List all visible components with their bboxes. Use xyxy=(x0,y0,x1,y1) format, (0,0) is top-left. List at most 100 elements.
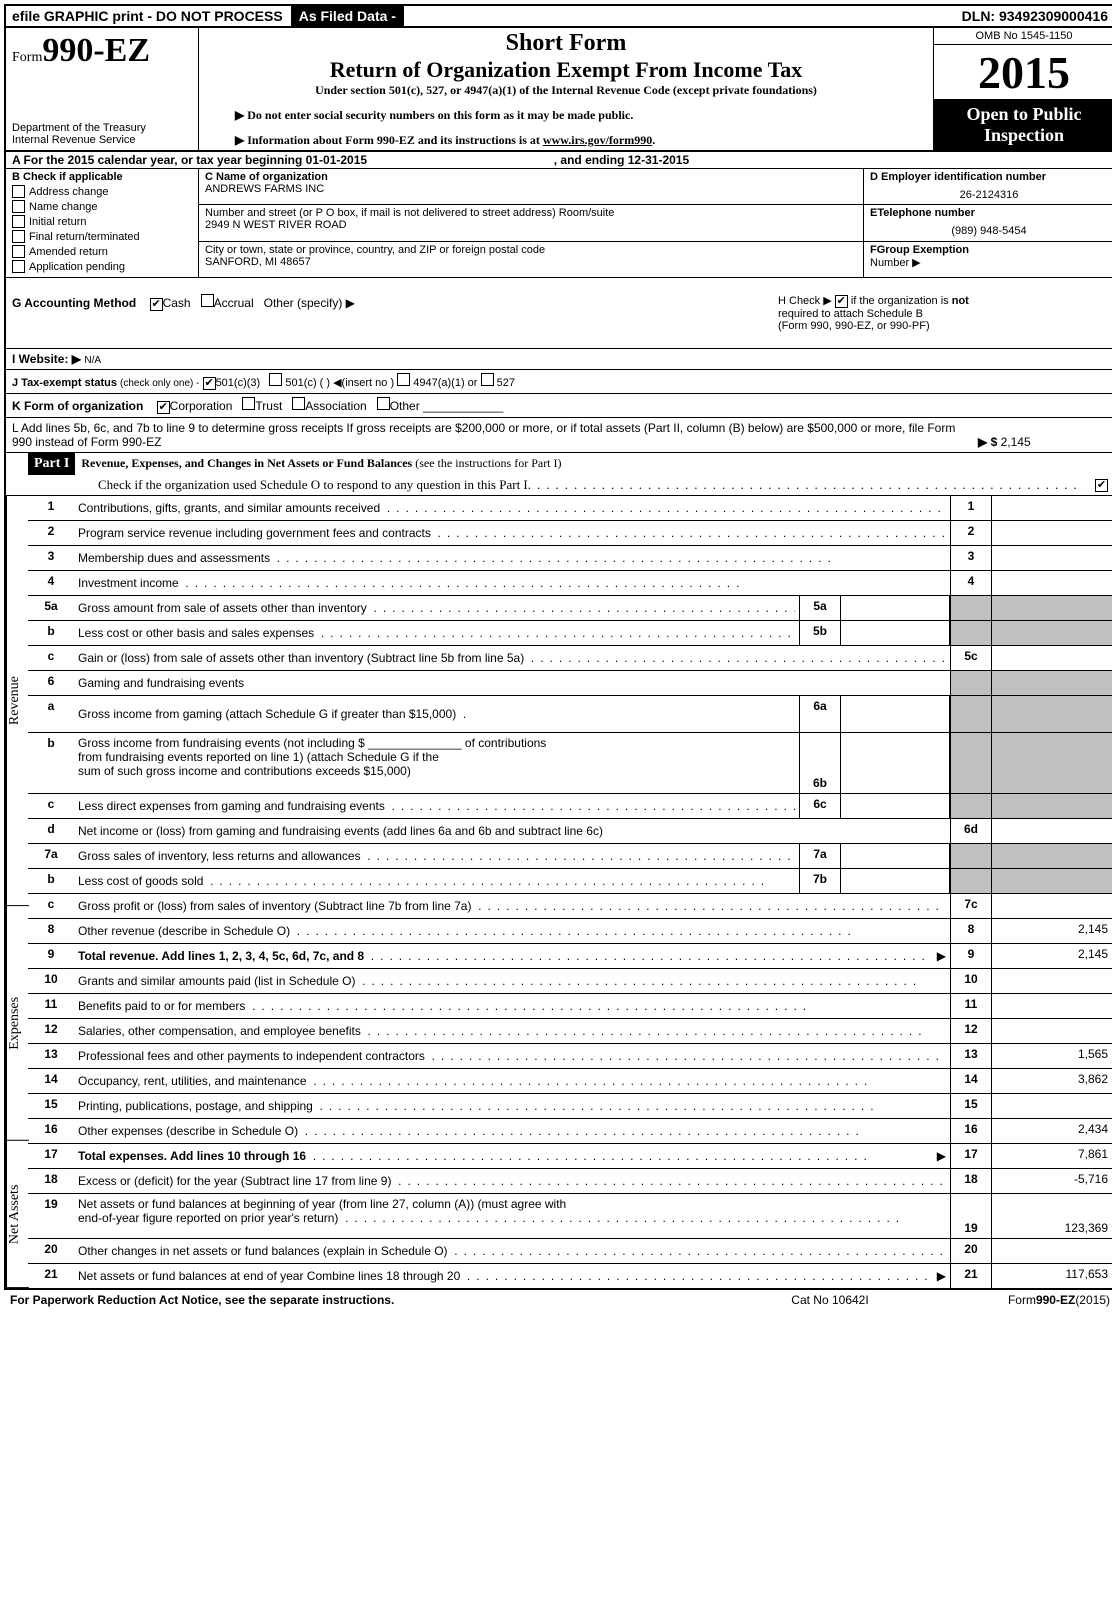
g-accrual: Accrual xyxy=(214,296,254,310)
check-trust[interactable] xyxy=(242,397,255,410)
value-16: 2,434 xyxy=(992,1119,1112,1143)
line-4: 4Investment income 4 xyxy=(28,571,1112,596)
return-title: Return of Organization Exempt From Incom… xyxy=(205,57,927,83)
check-h[interactable] xyxy=(835,295,848,308)
g-other: Other (specify) ▶ xyxy=(264,296,355,310)
note-info: ▶ Information about Form 990-EZ and its … xyxy=(205,133,927,148)
open-to-public: Open to Public Inspection xyxy=(934,100,1112,150)
e-label: ETelephone number xyxy=(870,207,1108,219)
top-bar: efile GRAPHIC print - DO NOT PROCESS As … xyxy=(6,6,1112,28)
street-cell: Number and street (or P O box, if mail i… xyxy=(199,205,863,241)
efile-text: efile GRAPHIC print - DO NOT PROCESS xyxy=(6,6,289,26)
h-text3: required to attach Schedule B xyxy=(778,308,923,320)
line-17: 17Total expenses. Add lines 10 through 1… xyxy=(28,1144,1112,1169)
line-6: 6Gaming and fundraising events xyxy=(28,671,1112,696)
line-6d: dNet income or (loss) from gaming and fu… xyxy=(28,819,1112,844)
as-filed-box: As Filed Data - xyxy=(291,6,404,26)
g-cash: Cash xyxy=(163,296,191,310)
h-not: not xyxy=(952,295,969,307)
line-2: 2Program service revenue including gover… xyxy=(28,521,1112,546)
check-other-org[interactable] xyxy=(377,397,390,410)
check-schedule-o[interactable] xyxy=(1095,479,1108,492)
tax-year: 2015 xyxy=(934,45,1112,100)
dln: DLN: 93492309000416 xyxy=(956,6,1112,26)
j-opt4: 527 xyxy=(497,377,515,389)
inspection-line2: Inspection xyxy=(936,125,1112,146)
line-g: G Accounting Method Cash Accrual Other (… xyxy=(12,294,778,332)
k-other: Other xyxy=(390,399,420,413)
part1-check-text: Check if the organization used Schedule … xyxy=(98,477,528,493)
check-app-pending[interactable]: Application pending xyxy=(12,260,192,273)
header-right: OMB No 1545-1150 2015 Open to Public Ins… xyxy=(934,28,1112,150)
section-a-pre: A For the 2015 calendar year, or tax yea… xyxy=(12,153,306,167)
j-opt1: 501(c)(3) xyxy=(216,377,261,389)
check-name-change[interactable]: Name change xyxy=(12,200,192,213)
irs-link[interactable]: www.irs.gov/form990 xyxy=(543,133,652,147)
line-5b: bLess cost or other basis and sales expe… xyxy=(28,621,1112,646)
org-name-cell: C Name of organization ANDREWS FARMS INC xyxy=(199,169,863,205)
entity-right: D Employer identification number 26-2124… xyxy=(863,169,1112,277)
vlabel-netassets: Net Assets xyxy=(6,1141,29,1288)
check-column-b: B Check if applicable Address change Nam… xyxy=(6,169,199,277)
check-assoc[interactable] xyxy=(292,397,305,410)
check-cash[interactable] xyxy=(150,298,163,311)
line-13: 13Professional fees and other payments t… xyxy=(28,1044,1112,1069)
check-initial-return[interactable]: Initial return xyxy=(12,215,192,228)
header: Form990-EZ Department of the Treasury In… xyxy=(6,28,1112,152)
check-final-return[interactable]: Final return/terminated xyxy=(12,230,192,243)
footer-right-year: (2015) xyxy=(1075,1293,1110,1307)
street-label: Number and street (or P O box, if mail i… xyxy=(205,207,857,219)
section-a-mid: , and ending xyxy=(554,153,628,167)
line-11: 11Benefits paid to or for members 11 xyxy=(28,994,1112,1019)
phone-value: (989) 948-5454 xyxy=(870,225,1108,237)
line-8: 8Other revenue (describe in Schedule O) … xyxy=(28,919,1112,944)
line-20: 20Other changes in net assets or fund ba… xyxy=(28,1239,1112,1264)
line-21: 21Net assets or fund balances at end of … xyxy=(28,1264,1112,1288)
i-value: N/A xyxy=(84,355,101,366)
check-4947[interactable] xyxy=(397,373,410,386)
check-501c[interactable] xyxy=(269,373,282,386)
ein-value: 26-2124316 xyxy=(870,189,1108,201)
part1-title: Revenue, Expenses, and Changes in Net As… xyxy=(75,453,1112,475)
check-527[interactable] xyxy=(481,373,494,386)
dln-value: 93492309000416 xyxy=(999,8,1108,24)
under-section: Under section 501(c), 527, or 4947(a)(1)… xyxy=(205,83,927,98)
header-left: Form990-EZ Department of the Treasury In… xyxy=(6,28,199,150)
line-6b: b Gross income from fundraising events (… xyxy=(28,733,1112,794)
line-9: 9Total revenue. Add lines 1, 2, 3, 4, 5c… xyxy=(28,944,1112,969)
form-num-big: 990-EZ xyxy=(42,32,150,69)
line-1: 1Contributions, gifts, grants, and simil… xyxy=(28,496,1112,521)
check-501c3[interactable] xyxy=(203,377,216,390)
footer: For Paperwork Reduction Act Notice, see … xyxy=(4,1290,1112,1310)
form-number: Form990-EZ xyxy=(12,32,192,70)
line-7b: bLess cost of goods sold 7b xyxy=(28,869,1112,894)
dept-line2: Internal Revenue Service xyxy=(12,134,192,146)
section-a-taxyear: A For the 2015 calendar year, or tax yea… xyxy=(6,152,1112,169)
phone-cell: ETelephone number (989) 948-5454 xyxy=(864,205,1112,241)
check-amended[interactable]: Amended return xyxy=(12,245,192,258)
d-label: D Employer identification number xyxy=(870,171,1108,183)
part1-table: Revenue Expenses Net Assets 1Contributio… xyxy=(6,496,1112,1288)
line-15: 15Printing, publications, postage, and s… xyxy=(28,1094,1112,1119)
k-assoc: Association xyxy=(305,399,366,413)
line-5c: cGain or (loss) from sale of assets othe… xyxy=(28,646,1112,671)
line-5a: 5aGross amount from sale of assets other… xyxy=(28,596,1112,621)
vertical-labels: Revenue Expenses Net Assets xyxy=(6,496,28,1288)
check-corp[interactable] xyxy=(157,401,170,414)
c-label: C Name of organization xyxy=(205,171,857,183)
vlabel-expenses: Expenses xyxy=(6,906,29,1141)
line-6c: cLess direct expenses from gaming and fu… xyxy=(28,794,1112,819)
line-i: I Website: ▶ N/A xyxy=(6,349,1112,370)
line-12: 12Salaries, other compensation, and empl… xyxy=(28,1019,1112,1044)
value-13: 1,565 xyxy=(992,1044,1112,1068)
l-arrow: ▶ $ xyxy=(978,435,997,449)
l-text: L Add lines 5b, 6c, and 7b to line 9 to … xyxy=(12,421,978,449)
line-j: J Tax-exempt status (check only one) - 5… xyxy=(6,370,1112,394)
table-body: 1Contributions, gifts, grants, and simil… xyxy=(28,496,1112,1288)
check-accrual[interactable] xyxy=(201,294,214,307)
l-value: 2,145 xyxy=(1001,435,1031,449)
j-label: J Tax-exempt status xyxy=(12,377,117,389)
footer-left: For Paperwork Reduction Act Notice, see … xyxy=(10,1293,730,1307)
section-a-end: 12-31-2015 xyxy=(628,153,689,167)
check-address-change[interactable]: Address change xyxy=(12,185,192,198)
